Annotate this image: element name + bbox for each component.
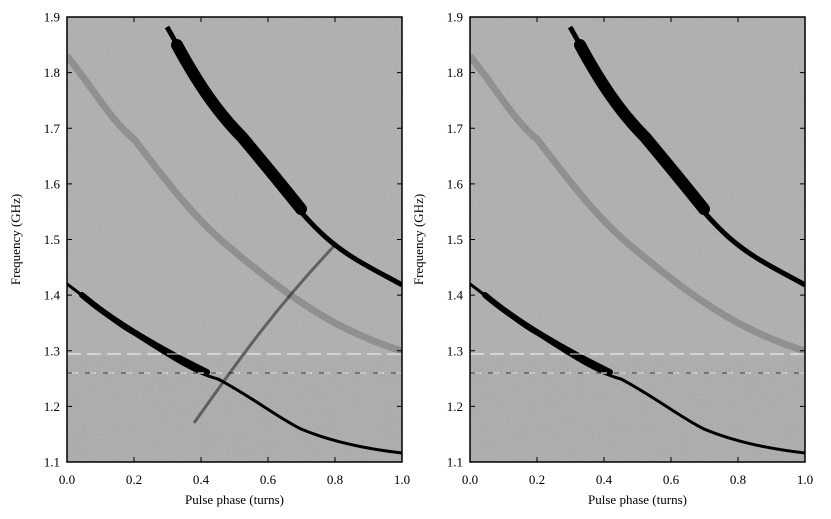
x-tick-label: 0.2: [529, 472, 545, 487]
x-tick-label: 0.8: [327, 472, 343, 487]
y-tick-label: 1.6: [447, 176, 464, 191]
y-tick-label: 1.4: [44, 288, 61, 303]
y-tick-label: 1.9: [447, 10, 463, 25]
y-tick-label: 1.7: [447, 121, 464, 136]
y-axis-label: Frequency (GHz): [8, 194, 23, 285]
x-tick-label: 0.8: [730, 472, 746, 487]
y-tick-label: 1.1: [447, 455, 463, 470]
x-tick-label: 0.0: [59, 472, 75, 487]
y-tick-label: 1.3: [447, 343, 463, 358]
y-tick-label: 1.4: [447, 288, 464, 303]
x-tick-label: 0.6: [663, 472, 680, 487]
x-tick-label: 0.6: [260, 472, 277, 487]
x-tick-label: 0.4: [193, 472, 210, 487]
panel: 0.0 0.2 0.4 0.6 0.8 1.0 1.1 1.2 1.3 1.4 1.5 1.6 1.7 1…: [8, 10, 410, 508]
x-axis-label: Pulse phase (turns): [588, 492, 687, 507]
y-tick-label: 1.3: [44, 343, 60, 358]
x-axis-label: Pulse phase (turns): [185, 492, 284, 507]
x-tick-label: 0.4: [596, 472, 613, 487]
spectrum-image: [470, 17, 805, 462]
y-axis-label: Frequency (GHz): [411, 194, 426, 285]
panel: 0.0 0.2 0.4 0.6 0.8 1.0 1.1 1.2 1.3 1.4 1.5 1.6 1.7 1…: [411, 10, 813, 508]
y-tick-label: 1.5: [447, 232, 463, 247]
y-tick-label: 1.8: [447, 65, 463, 80]
y-tick-label: 1.9: [44, 10, 60, 25]
x-tick-label: 0.0: [462, 472, 478, 487]
y-tick-label: 1.6: [44, 176, 61, 191]
y-tick-label: 1.1: [44, 455, 60, 470]
y-tick-label: 1.8: [44, 65, 60, 80]
y-tick-label: 1.2: [447, 399, 463, 414]
x-tick-label: 0.2: [126, 472, 142, 487]
spectrum-image: [67, 17, 402, 462]
x-tick-label: 1.0: [394, 472, 410, 487]
y-tick-label: 1.5: [44, 232, 60, 247]
y-tick-label: 1.2: [44, 399, 60, 414]
x-tick-label: 1.0: [797, 472, 813, 487]
y-tick-label: 1.7: [44, 121, 61, 136]
